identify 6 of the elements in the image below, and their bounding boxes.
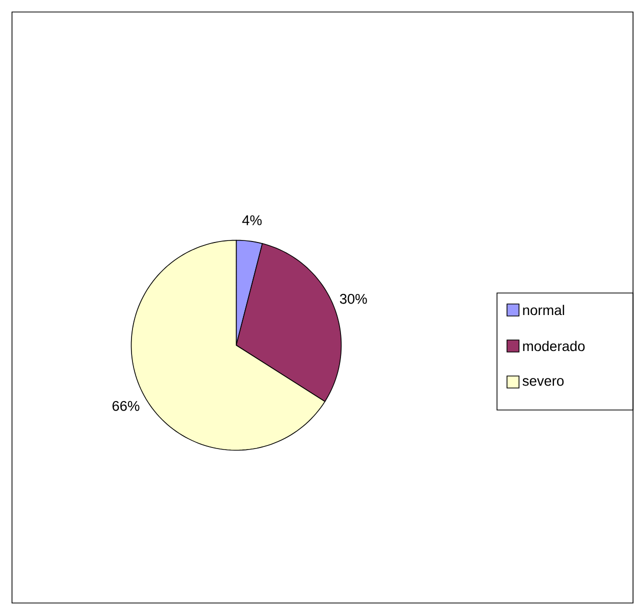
data-label: 30% xyxy=(340,294,367,304)
legend-label: severo xyxy=(522,378,564,386)
legend-label: moderado xyxy=(523,340,585,352)
legend-label: normal xyxy=(523,304,564,316)
data-label: 4% xyxy=(242,215,262,226)
data-label: 66% xyxy=(112,400,140,411)
